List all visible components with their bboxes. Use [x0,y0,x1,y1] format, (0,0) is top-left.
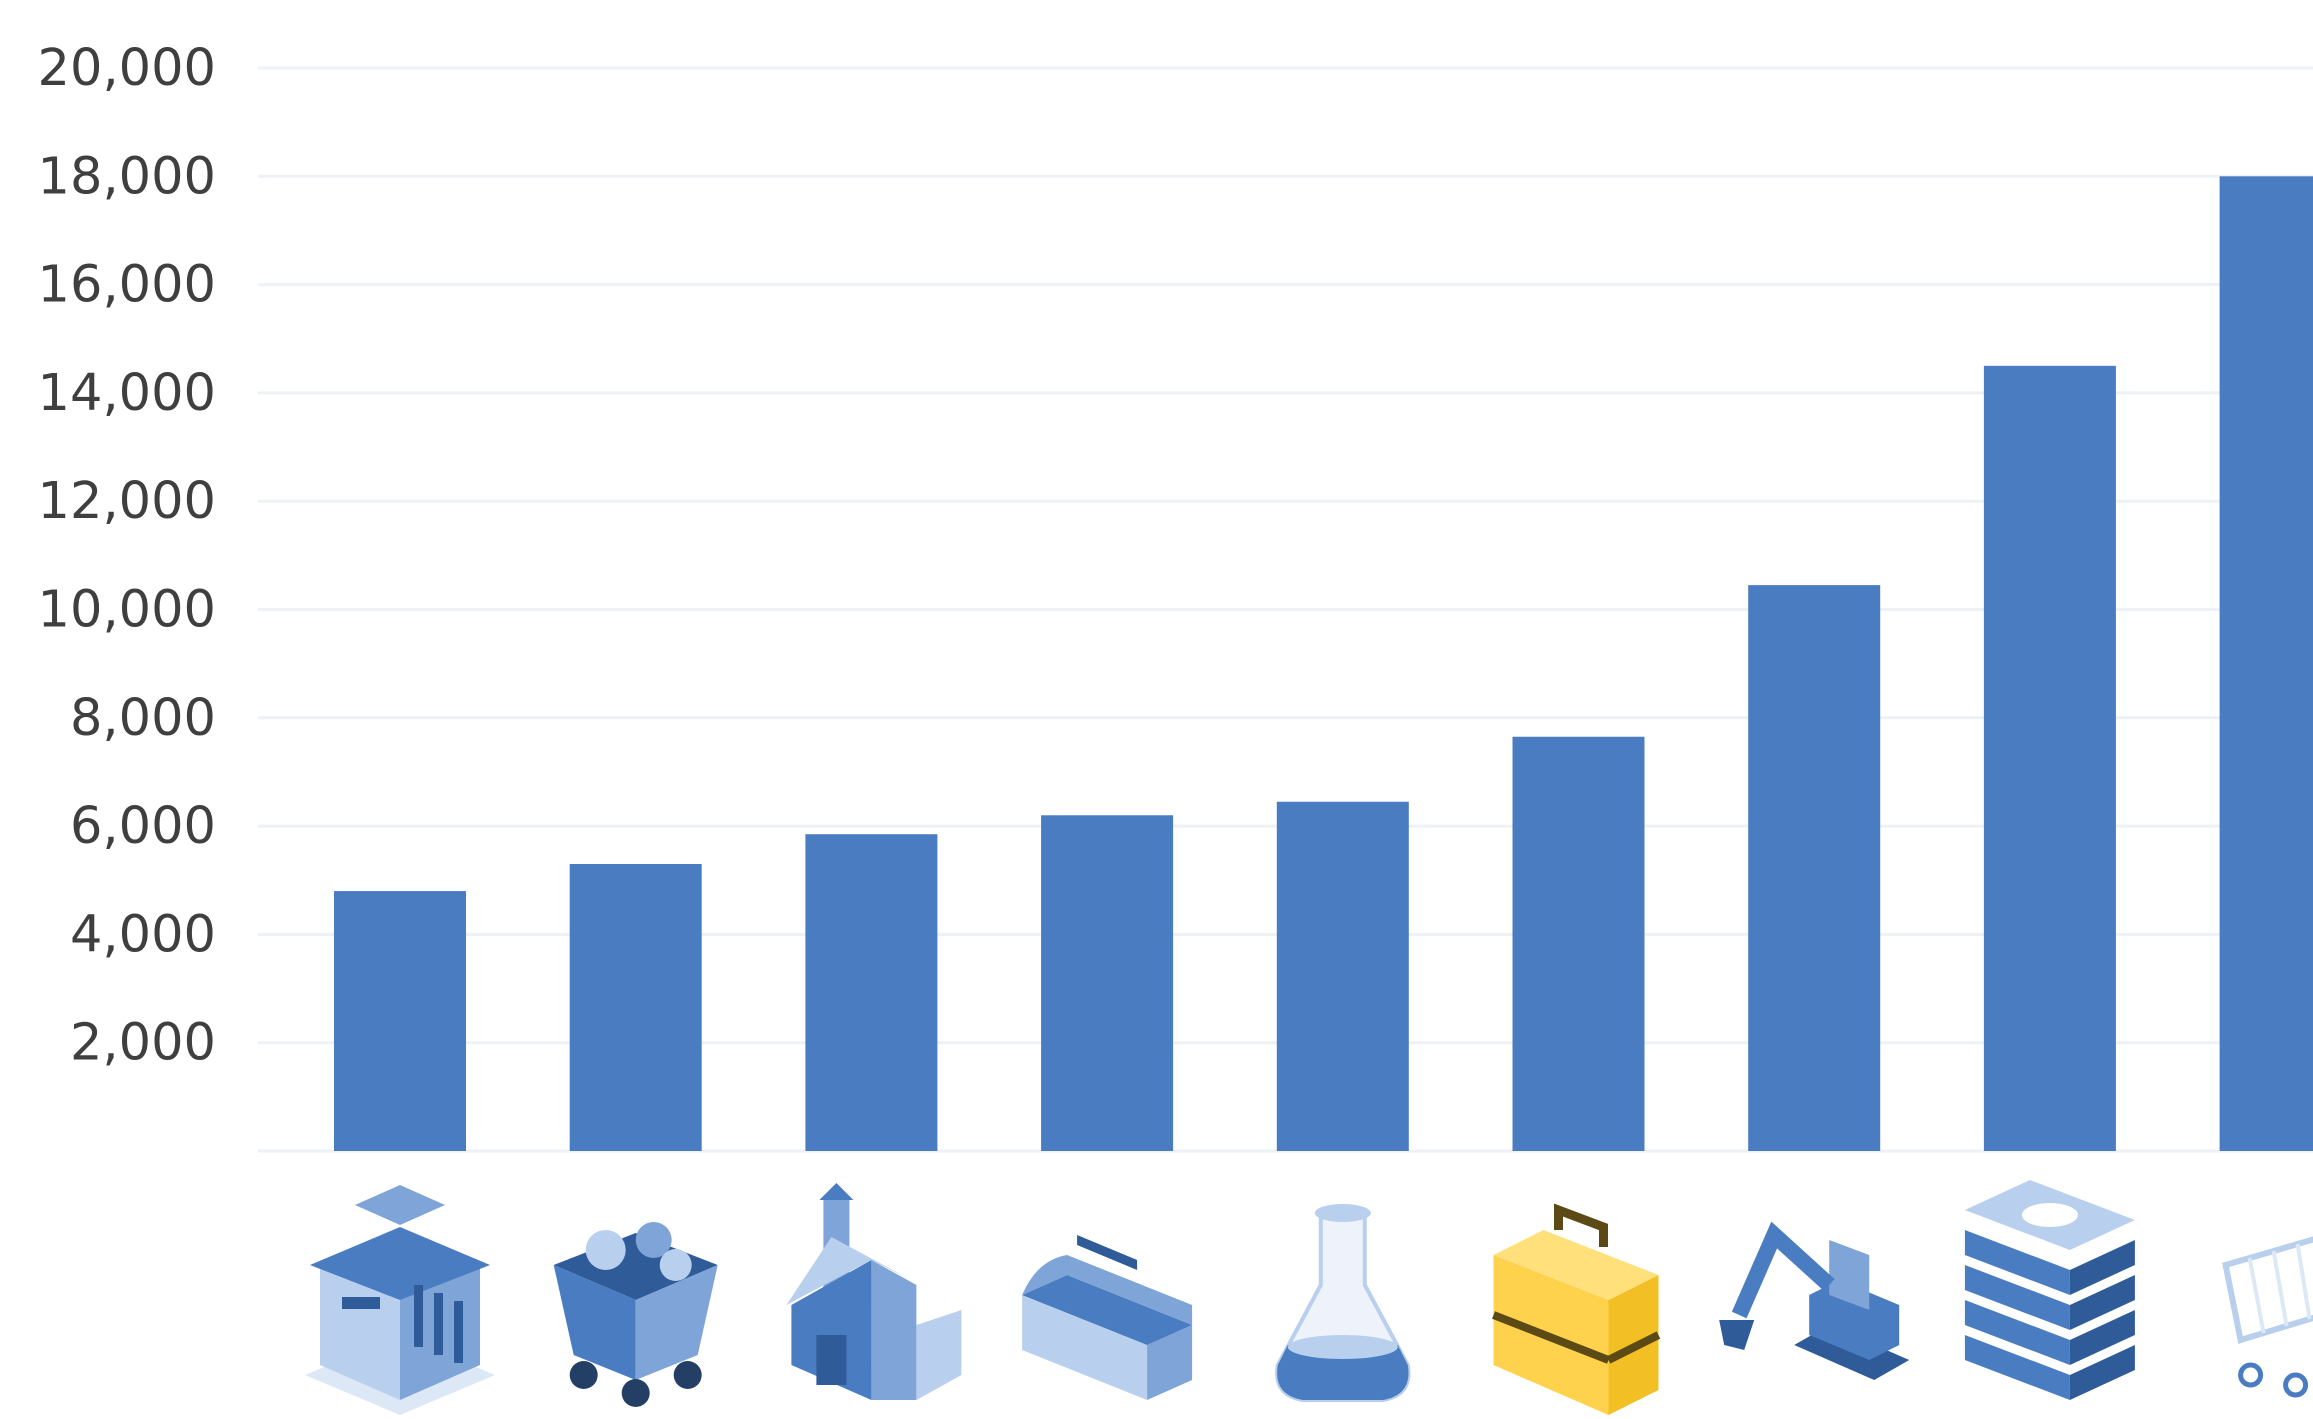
farm-barn-icon [786,1183,962,1400]
briefcase-icon [1492,1203,1661,1415]
y-tick-label: 20,000 [38,39,216,98]
bars [334,176,2313,1152]
mine-cart-icon [553,1222,718,1407]
y-tick-label: 18,000 [38,147,216,206]
category-icons [305,1180,2313,1415]
y-tick-label: 10,000 [38,581,216,640]
y-tick-label: 4,000 [70,905,216,964]
y-axis-tick-labels: 2,000 4,000 6,000 8,000 10,000 12,000 14,000 16… [38,39,216,1073]
bar-bank [334,891,466,1151]
y-tick-label: 12,000 [38,472,216,531]
bar-shopping-cart [2219,176,2313,1152]
toolbox-icon [1022,1235,1193,1400]
cash-stack-icon [1964,1180,2135,1400]
bar-farm-barn [805,834,938,1151]
y-tick-label: 14,000 [38,364,216,423]
bar-briefcase [1512,736,1645,1151]
shopping-cart-icon [2222,1236,2313,1398]
y-tick-label: 8,000 [70,689,216,748]
excavator-icon [1719,1221,1910,1380]
bar-mine-cart [569,864,702,1151]
bar-cash-stack [1983,365,2116,1151]
flask-icon [1275,1204,1411,1402]
bar-toolbox [1041,815,1174,1151]
y-tick-label: 6,000 [70,797,216,856]
bar-excavator [1748,585,1881,1151]
bank-icon [305,1185,495,1415]
y-tick-label: 16,000 [38,256,216,315]
bar-flask [1276,801,1409,1151]
y-tick-label: 2,000 [70,1014,216,1073]
